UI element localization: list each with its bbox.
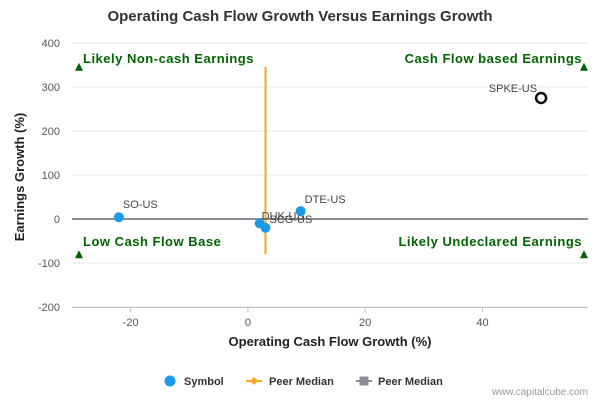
data-label-spke-us: SPKE-US xyxy=(489,83,537,95)
x-tick-label: 0 xyxy=(245,317,251,329)
y-tick-label: 400 xyxy=(42,38,60,50)
legend-label-peer-median-y: Peer Median xyxy=(378,376,443,388)
legend-item-peer-median-x[interactable]: Peer Median xyxy=(246,376,334,388)
quadrant-marker-top-right xyxy=(580,62,588,71)
data-label-scg-us: SCG-US xyxy=(270,214,313,226)
x-tick-label: 20 xyxy=(359,317,371,329)
quadrant-marker-bottom-left xyxy=(75,250,83,259)
x-tick-label: -20 xyxy=(123,317,139,329)
data-label-dte-us: DTE-US xyxy=(305,194,346,206)
legend: Symbol Peer Median Peer Median xyxy=(164,375,443,389)
legend-peer-median-y-marker xyxy=(359,376,369,386)
quadrant-label-top-right: Cash Flow based Earnings xyxy=(405,51,582,66)
x-tick-label: 40 xyxy=(476,317,488,329)
credit-text: www.capitalcube.com xyxy=(491,387,588,398)
data-point-spke-us[interactable] xyxy=(534,91,548,105)
data-point-dte-us[interactable] xyxy=(295,206,306,217)
quadrant-label-bottom-right: Likely Undeclared Earnings xyxy=(398,234,582,249)
y-tick-label: 0 xyxy=(54,214,60,226)
data-point-so-us[interactable] xyxy=(113,212,124,223)
data-point-scg-us[interactable] xyxy=(260,222,271,233)
legend-item-peer-median-y[interactable]: Peer Median xyxy=(356,376,443,388)
y-tick-label: 300 xyxy=(42,82,60,94)
legend-peer-median-x-marker xyxy=(250,377,258,385)
quadrant-marker-bottom-right xyxy=(580,250,588,259)
y-axis-title: Earnings Growth (%) xyxy=(12,113,27,242)
data-label-duk-us: DUK-US xyxy=(262,210,304,222)
x-axis-title: Operating Cash Flow Growth (%) xyxy=(229,334,432,349)
quadrant-marker-top-left xyxy=(75,62,83,71)
y-tick-label: 200 xyxy=(42,126,60,138)
legend-item-symbol[interactable]: Symbol xyxy=(164,375,224,389)
data-label-so-us: SO-US xyxy=(123,199,158,211)
y-tick-label: -200 xyxy=(38,302,60,314)
chart-title: Operating Cash Flow Growth Versus Earnin… xyxy=(107,8,492,25)
y-tick-label: -100 xyxy=(38,258,60,270)
legend-symbol-marker xyxy=(164,375,176,387)
quadrant-label-top-left: Likely Non-cash Earnings xyxy=(83,51,254,66)
legend-label-symbol: Symbol xyxy=(184,376,224,388)
quadrant-label-bottom-left: Low Cash Flow Base xyxy=(83,234,221,249)
legend-label-peer-median-x: Peer Median xyxy=(269,376,334,388)
y-tick-label: 100 xyxy=(42,170,60,182)
